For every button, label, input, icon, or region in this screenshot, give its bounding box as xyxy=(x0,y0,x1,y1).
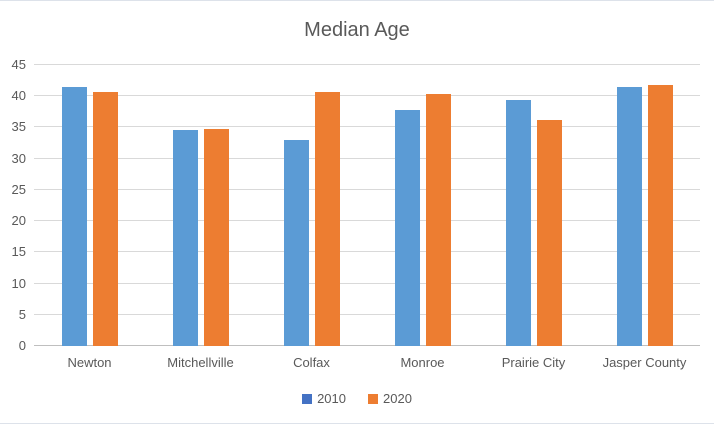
bar-2010-mitchellville xyxy=(172,129,198,346)
bars-layer xyxy=(34,65,700,346)
y-tick-label: 5 xyxy=(18,306,26,322)
y-tick-label: 20 xyxy=(11,213,26,229)
legend-swatch-2020 xyxy=(368,393,378,404)
gridline xyxy=(34,188,700,190)
y-tick-label: 45 xyxy=(11,57,26,72)
x-category-label: Jasper County xyxy=(602,355,687,370)
x-category-label: Colfax xyxy=(293,355,330,370)
bar-2020-mitchellville xyxy=(203,128,229,346)
x-category-label: Monroe xyxy=(400,355,445,370)
plot-area xyxy=(34,64,700,346)
y-tick-label: 0 xyxy=(18,338,26,353)
bar-2010-newton xyxy=(61,86,87,346)
category-group-jasper-county xyxy=(589,65,700,346)
legend: 2010 2020 xyxy=(0,391,714,406)
y-tick-label: 15 xyxy=(11,244,26,260)
bar-2010-monroe xyxy=(394,109,420,346)
x-axis-line xyxy=(34,345,700,346)
bar-2020-prairie-city xyxy=(536,119,562,346)
bar-2010-prairie-city xyxy=(505,99,531,346)
x-category-label: Prairie City xyxy=(501,355,566,370)
bar-2020-monroe xyxy=(425,94,451,346)
category-group-colfax xyxy=(256,65,367,346)
category-group-monroe xyxy=(367,65,478,346)
gridline xyxy=(34,313,700,315)
bar-2020-jasper-county xyxy=(647,84,673,346)
y-tick-label: 35 xyxy=(11,119,26,135)
legend-swatch-2010 xyxy=(302,393,313,404)
category-group-newton xyxy=(34,65,145,346)
x-category-label: Mitchellville xyxy=(167,355,234,370)
gridline xyxy=(34,64,700,65)
legend-item-2010: 2010 xyxy=(302,391,346,406)
y-tick-label: 10 xyxy=(11,275,26,291)
y-tick-label: 40 xyxy=(11,88,26,104)
gridline xyxy=(34,251,700,253)
legend-label: 2020 xyxy=(383,391,412,406)
legend-label: 2010 xyxy=(317,391,346,406)
legend-item-2020: 2020 xyxy=(368,391,412,406)
chart-title: Median Age xyxy=(304,19,410,41)
gridline xyxy=(34,220,700,222)
x-axis-labels: Newton Mitchellville Colfax Monroe Prairie C… xyxy=(34,355,700,370)
gridline xyxy=(34,126,700,128)
gridline xyxy=(34,282,700,284)
gridline xyxy=(34,157,700,159)
y-tick-label: 30 xyxy=(11,150,26,166)
gridline xyxy=(34,95,700,97)
y-tick-label: 25 xyxy=(11,181,26,197)
category-group-prairie-city xyxy=(478,65,589,346)
bar-2020-colfax xyxy=(314,91,340,346)
bar-2010-jasper-county xyxy=(616,86,642,346)
x-category-label: Newton xyxy=(67,355,112,370)
bar-2010-colfax xyxy=(283,139,309,346)
bar-2020-newton xyxy=(92,91,118,346)
category-group-mitchellville xyxy=(145,65,256,346)
